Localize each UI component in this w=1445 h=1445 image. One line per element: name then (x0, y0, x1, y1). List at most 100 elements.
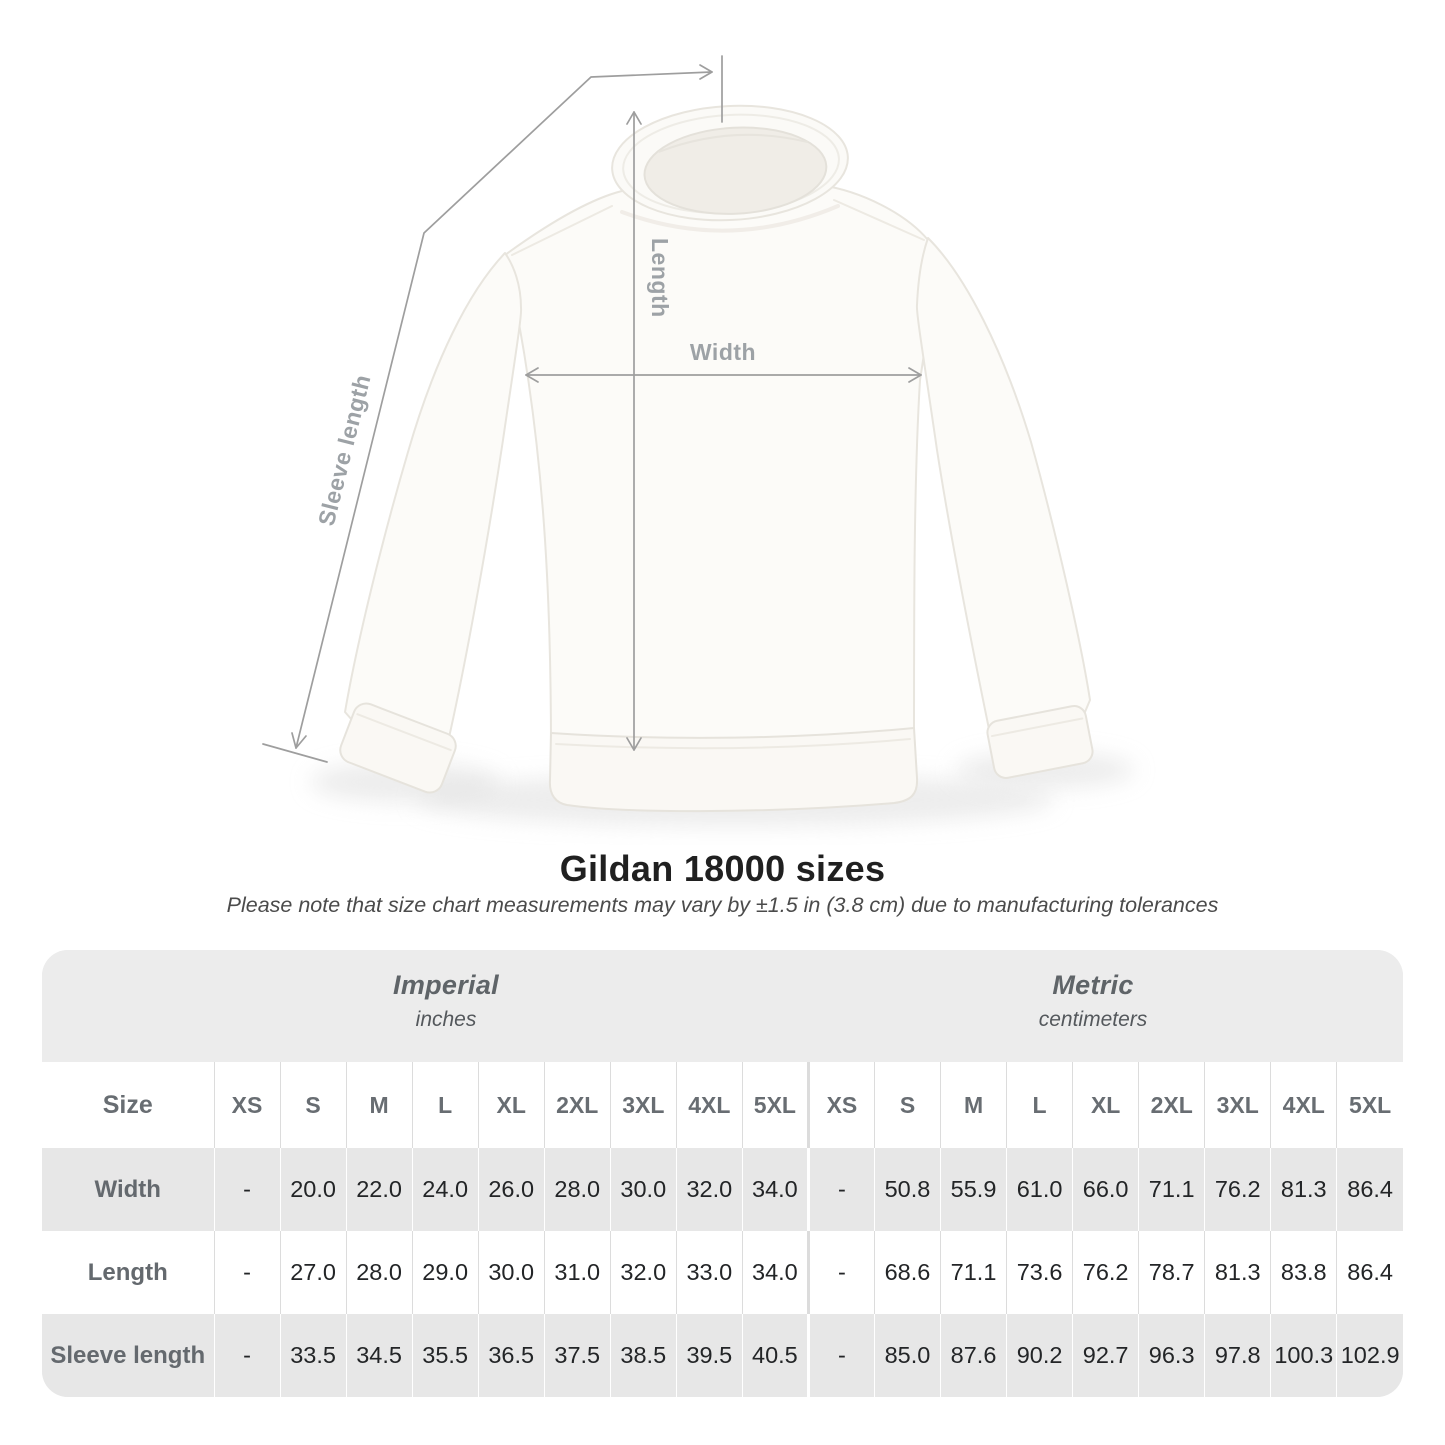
size-col-header: XS (806, 1062, 875, 1148)
value-cell: 28.0 (543, 1148, 611, 1231)
value-cell: 96.3 (1138, 1314, 1205, 1397)
value-cell: 85.0 (873, 1314, 941, 1397)
value-cell: 73.6 (1006, 1231, 1073, 1314)
value-cell: 39.5 (675, 1314, 743, 1397)
value-cell: 92.7 (1072, 1314, 1139, 1397)
imperial-unit: inches (415, 1008, 477, 1031)
value-cell: 86.4 (1336, 1148, 1403, 1231)
value-cell: 32.0 (609, 1231, 677, 1314)
page-title: Gildan 18000 sizes (559, 848, 886, 889)
waistband (548, 727, 919, 813)
value-cell: 22.0 (345, 1148, 413, 1231)
size-col-header: 2XL (543, 1062, 611, 1148)
value-cell: 30.0 (609, 1148, 677, 1231)
length-label: Length (647, 238, 673, 318)
size-col-header: 5XL (1336, 1062, 1403, 1148)
value-cell: 66.0 (1072, 1148, 1139, 1231)
waistband-seam (555, 738, 911, 750)
value-cell: 102.9 (1336, 1314, 1403, 1397)
value-cell: 78.7 (1138, 1231, 1205, 1314)
metric-unit: centimeters (1038, 1008, 1148, 1031)
width-arrow (525, 367, 922, 383)
measurement-row: Sleeve length -33.5 34.5 35.5 36.5 37.5 38.5 39… (42, 1314, 1403, 1397)
value-cell: - (213, 1231, 281, 1314)
value-cell: 36.5 (477, 1314, 545, 1397)
left-sleeve (344, 252, 523, 743)
size-col-header: 4XL (675, 1062, 743, 1148)
value-cell: 20.0 (279, 1148, 347, 1231)
sweatshirt-illustration (339, 104, 1094, 813)
value-cell: - (213, 1148, 281, 1231)
right-cuff (986, 705, 1094, 779)
collar-shadow (620, 204, 840, 233)
value-cell: 76.2 (1072, 1231, 1139, 1314)
value-cell: 35.5 (411, 1314, 479, 1397)
sweatshirt-measurement-diagram: Length Width Sleeve length (262, 55, 1135, 826)
size-col-header: M (940, 1062, 1007, 1148)
size-col-header: L (411, 1062, 479, 1148)
value-cell: 76.2 (1204, 1148, 1271, 1231)
value-cell: 97.8 (1204, 1314, 1271, 1397)
size-col-header: 4XL (1270, 1062, 1337, 1148)
size-col-header: L (1006, 1062, 1073, 1148)
sleeve-length-label: Sleeve length (313, 372, 376, 528)
width-label: Width (690, 339, 756, 365)
value-cell: 55.9 (940, 1148, 1007, 1231)
torso (504, 179, 931, 751)
collar (611, 104, 849, 222)
value-cell: 31.0 (543, 1231, 611, 1314)
size-col-header: S (873, 1062, 941, 1148)
value-cell: 100.3 (1270, 1314, 1337, 1397)
measurement-row: Length -27.0 28.0 29.0 30.0 31.0 32.0 33.0 34.0-… (42, 1231, 1403, 1314)
sleeve-length-arrow (262, 55, 723, 763)
size-col-header: S (279, 1062, 347, 1148)
unit-group-imperial: Imperial inches (393, 970, 499, 1032)
value-cell: 50.8 (873, 1148, 941, 1231)
value-cell: 90.2 (1006, 1314, 1073, 1397)
value-cell: - (806, 1148, 875, 1231)
value-cell: 24.0 (411, 1148, 479, 1231)
value-cell: 30.0 (477, 1231, 545, 1314)
value-cell: 27.0 (279, 1231, 347, 1314)
size-table: Size XS S M L XL 2XL 3XL 4XL 5XL XS S M L XL 2XL 3XL 4XL… (42, 1062, 1403, 1397)
value-cell: 32.0 (675, 1148, 743, 1231)
value-cell: 29.0 (411, 1231, 479, 1314)
value-cell: 87.6 (940, 1314, 1007, 1397)
value-cell: 71.1 (940, 1231, 1007, 1314)
size-col-header: M (345, 1062, 413, 1148)
value-cell: - (806, 1314, 875, 1397)
value-cell: 28.0 (345, 1231, 413, 1314)
metric-title: Metric (1052, 970, 1134, 1000)
row-label: Width (94, 1175, 161, 1203)
value-cell: 33.5 (279, 1314, 347, 1397)
value-cell: 68.6 (873, 1231, 941, 1314)
size-column-label: Size (102, 1090, 153, 1119)
value-cell: 81.3 (1204, 1231, 1271, 1314)
row-label: Sleeve length (50, 1341, 206, 1369)
shoulder-seams (511, 199, 925, 256)
size-header-row: Size XS S M L XL 2XL 3XL 4XL 5XL XS S M L XL 2XL 3XL 4XL… (42, 1062, 1403, 1148)
size-col-header: XL (1072, 1062, 1139, 1148)
size-col-header: XS (213, 1062, 281, 1148)
value-cell: 37.5 (543, 1314, 611, 1397)
measurement-row: Width -20.0 22.0 24.0 26.0 28.0 30.0 32.0 34.0-5… (42, 1148, 1403, 1231)
size-col-header: 2XL (1138, 1062, 1205, 1148)
unit-group-header: Imperial inches Metric centimeters (42, 950, 1403, 1062)
value-cell: 38.5 (609, 1314, 677, 1397)
value-cell: 81.3 (1270, 1148, 1337, 1231)
value-cell: 83.8 (1270, 1231, 1337, 1314)
size-col-header: XL (477, 1062, 545, 1148)
unit-group-metric: Metric centimeters (1039, 970, 1148, 1032)
measurement-annotations (262, 55, 922, 763)
value-cell: 86.4 (1336, 1231, 1403, 1314)
value-cell: - (213, 1314, 281, 1397)
size-col-header: 3XL (609, 1062, 677, 1148)
row-label: Length (87, 1258, 168, 1286)
value-cell: 71.1 (1138, 1148, 1205, 1231)
value-cell: - (806, 1231, 875, 1314)
value-cell: 33.0 (675, 1231, 743, 1314)
value-cell: 34.5 (345, 1314, 413, 1397)
left-cuff (339, 702, 457, 794)
value-cell: 61.0 (1006, 1148, 1073, 1231)
